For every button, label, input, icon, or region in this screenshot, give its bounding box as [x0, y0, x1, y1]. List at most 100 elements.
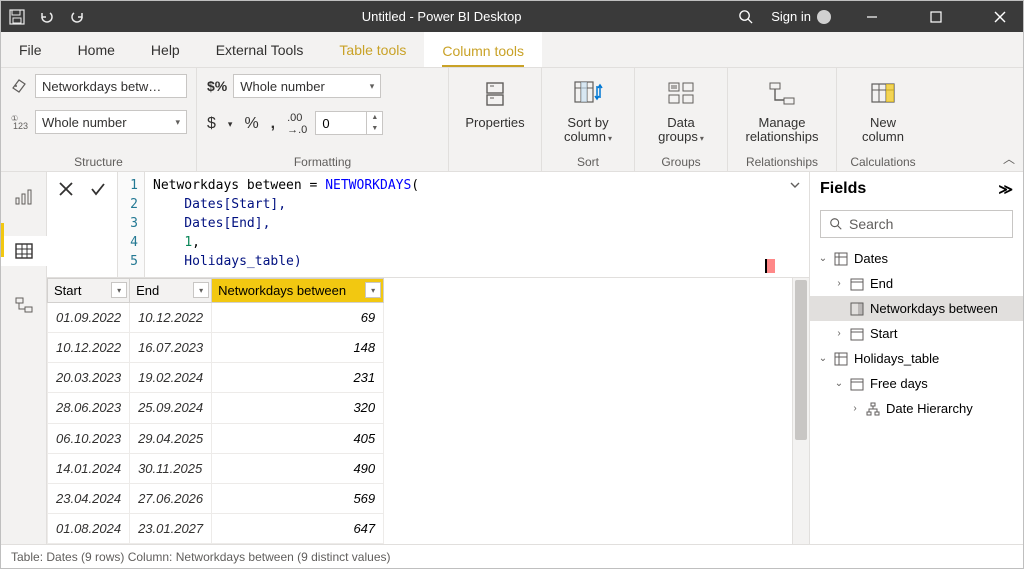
field-start[interactable]: ›Start [810, 321, 1023, 346]
decimals-icon[interactable]: .00→.0 [287, 112, 307, 136]
search-icon[interactable] [738, 9, 753, 24]
redo-icon[interactable] [69, 9, 85, 25]
tab-external-tools[interactable]: External Tools [198, 32, 322, 67]
new-column-button[interactable]: Newcolumn [847, 74, 919, 144]
data-table: Start▾End▾Networkdays between▾ 01.09.202… [47, 278, 384, 544]
table-row[interactable]: 01.09.202210.12.202269 [48, 303, 384, 333]
table-cell[interactable]: 405 [212, 423, 384, 453]
tab-column-tools[interactable]: Column tools [424, 32, 542, 67]
column-header[interactable]: End▾ [130, 279, 212, 303]
table-cell[interactable]: 14.01.2024 [48, 453, 130, 483]
table-cell[interactable]: 28.06.2023 [48, 393, 130, 423]
table-row[interactable]: 06.10.202329.04.2025405 [48, 423, 384, 453]
table-cell[interactable]: 01.08.2024 [48, 513, 130, 543]
table-cell[interactable]: 29.04.2025 [130, 423, 212, 453]
view-rail [1, 172, 47, 544]
table-cell[interactable]: 01.09.2022 [48, 303, 130, 333]
filter-icon[interactable]: ▾ [111, 282, 127, 298]
fields-pane: Fields ≫ Search ⌄Dates ›End ›Networkdays… [809, 172, 1023, 544]
avatar-icon [817, 10, 831, 24]
tab-file[interactable]: File [1, 32, 60, 67]
field-table-dates[interactable]: ⌄Dates [810, 246, 1023, 271]
column-header[interactable]: Start▾ [48, 279, 130, 303]
field-table-holidays[interactable]: ⌄Holidays_table [810, 346, 1023, 371]
data-groups-button[interactable]: Datagroups▾ [645, 74, 717, 146]
fields-title: Fields [820, 180, 866, 198]
manage-relationships-button[interactable]: Managerelationships [738, 74, 826, 144]
table-row[interactable]: 10.12.202216.07.2023148 [48, 333, 384, 363]
percent-icon[interactable]: % [244, 115, 258, 133]
field-networkdays[interactable]: ›Networkdays between [810, 296, 1023, 321]
hierarchy-icon [866, 402, 880, 416]
table-row[interactable]: 23.04.202427.06.2026569 [48, 483, 384, 513]
table-cell[interactable]: 23.01.2027 [130, 513, 212, 543]
thousands-icon[interactable]: , [271, 115, 275, 133]
column-name-input[interactable]: Networkdays betw… [35, 74, 187, 98]
vertical-scrollbar[interactable] [792, 278, 809, 544]
decimals-stepper[interactable]: ▲▼ [315, 111, 383, 135]
cancel-formula-button[interactable] [57, 180, 75, 198]
format-icon: $% [207, 78, 227, 94]
table-cell[interactable]: 569 [212, 483, 384, 513]
collapse-ribbon-icon[interactable]: ︿ [1003, 150, 1015, 167]
model-view-button[interactable] [1, 290, 47, 320]
table-cell[interactable]: 27.06.2026 [130, 483, 212, 513]
decimals-input[interactable] [316, 112, 366, 134]
calc-column-icon [850, 302, 864, 316]
undo-icon[interactable] [39, 9, 55, 25]
table-cell[interactable]: 10.12.2022 [48, 333, 130, 363]
group-label-structure: Structure [11, 153, 186, 171]
name-icon [11, 77, 29, 95]
table-cell[interactable]: 10.12.2022 [130, 303, 212, 333]
field-end[interactable]: ›End [810, 271, 1023, 296]
table-cell[interactable]: 69 [212, 303, 384, 333]
currency-icon[interactable]: $ [207, 115, 216, 133]
fields-search-input[interactable]: Search [820, 210, 1013, 238]
filter-icon[interactable]: ▾ [193, 282, 209, 298]
close-button[interactable] [977, 1, 1023, 32]
commit-formula-button[interactable] [89, 180, 107, 198]
table-cell[interactable]: 231 [212, 363, 384, 393]
tab-home[interactable]: Home [60, 32, 133, 67]
signin-button[interactable]: Sign in [771, 9, 831, 24]
maximize-button[interactable] [913, 1, 959, 32]
table-cell[interactable]: 06.10.2023 [48, 423, 130, 453]
field-date-hierarchy[interactable]: ›Date Hierarchy [810, 396, 1023, 421]
tab-help[interactable]: Help [133, 32, 198, 67]
sort-by-column-button[interactable]: Sort bycolumn▾ [552, 74, 624, 146]
table-cell[interactable]: 30.11.2025 [130, 453, 212, 483]
filter-icon[interactable]: ▾ [365, 282, 381, 298]
collapse-fields-icon[interactable]: ≫ [998, 181, 1013, 198]
minimize-button[interactable] [849, 1, 895, 32]
datatype-dropdown[interactable]: Whole number▾ [35, 110, 187, 134]
data-view-button[interactable] [1, 236, 47, 266]
column-header[interactable]: Networkdays between▾ [212, 279, 384, 303]
expand-formula-button[interactable] [781, 172, 809, 277]
save-icon[interactable] [9, 9, 25, 25]
field-freedays[interactable]: ⌄Free days [810, 371, 1023, 396]
group-label-groups: Groups [645, 153, 717, 171]
table-cell[interactable]: 647 [212, 513, 384, 543]
table-cell[interactable]: 19.02.2024 [130, 363, 212, 393]
formula-editor[interactable]: Networkdays between = NETWORKDAYS( Dates… [145, 172, 781, 277]
table-cell[interactable]: 320 [212, 393, 384, 423]
group-label-calculations: Calculations [847, 153, 919, 171]
table-cell[interactable]: 16.07.2023 [130, 333, 212, 363]
format-dropdown[interactable]: Whole number▾ [233, 74, 381, 98]
title-bar: Untitled - Power BI Desktop Sign in [1, 1, 1023, 32]
table-cell[interactable]: 23.04.2024 [48, 483, 130, 513]
table-cell[interactable]: 148 [212, 333, 384, 363]
table-cell[interactable]: 490 [212, 453, 384, 483]
properties-button[interactable]: Properties [459, 74, 531, 130]
table-row[interactable]: 20.03.202319.02.2024231 [48, 363, 384, 393]
tab-table-tools[interactable]: Table tools [321, 32, 424, 67]
report-view-button[interactable] [1, 182, 47, 212]
table-cell[interactable]: 20.03.2023 [48, 363, 130, 393]
table-cell[interactable]: 25.09.2024 [130, 393, 212, 423]
calendar-icon [850, 277, 864, 291]
table-row[interactable]: 28.06.202325.09.2024320 [48, 393, 384, 423]
group-label-formatting: Formatting [207, 153, 438, 171]
table-row[interactable]: 14.01.202430.11.2025490 [48, 453, 384, 483]
group-label-relationships: Relationships [738, 153, 826, 171]
table-row[interactable]: 01.08.202423.01.2027647 [48, 513, 384, 543]
